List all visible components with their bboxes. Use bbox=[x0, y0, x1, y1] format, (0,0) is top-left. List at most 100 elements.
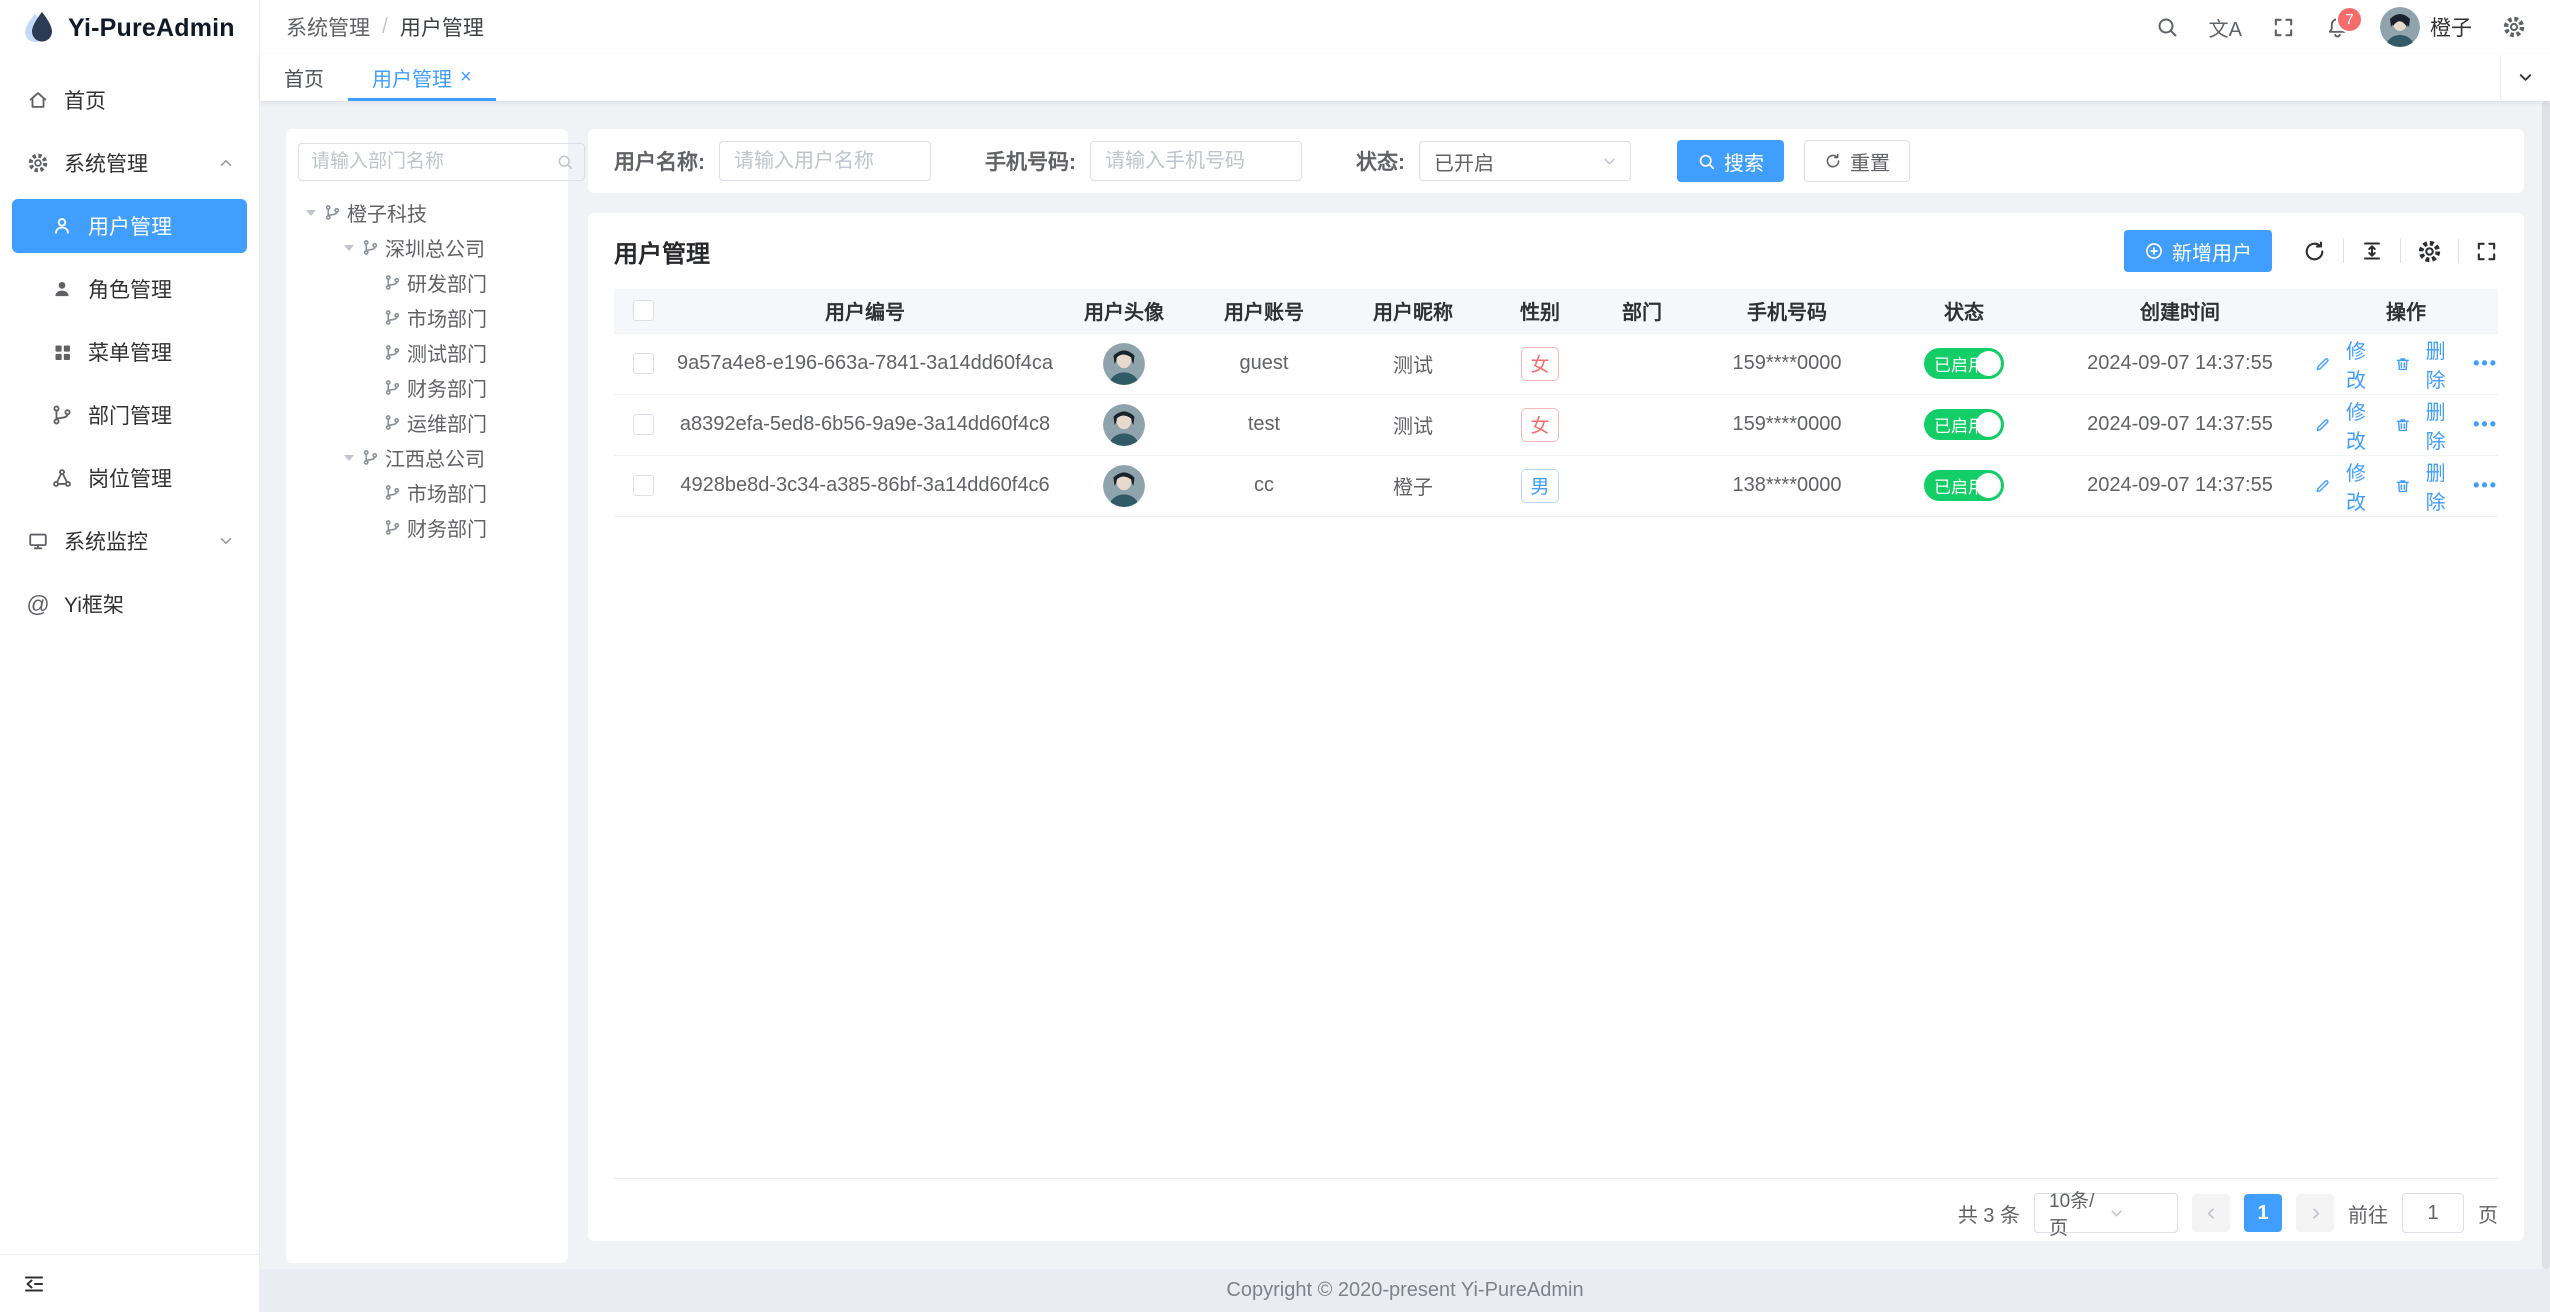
translate-icon[interactable]: 文A bbox=[2208, 18, 2242, 41]
user-table: 用户编号 用户头像 用户账号 用户昵称 性别 部门 手机号码 状态 创建时间 操… bbox=[614, 289, 2498, 517]
user-dept bbox=[1592, 332, 1692, 395]
fullscreen-icon[interactable] bbox=[2272, 16, 2295, 39]
row-checkbox[interactable] bbox=[632, 475, 654, 496]
phone-label: 手机号码: bbox=[985, 151, 1076, 174]
row-checkbox[interactable] bbox=[632, 414, 654, 435]
tree-node[interactable]: 财务部门 bbox=[298, 510, 556, 545]
search-icon[interactable] bbox=[2155, 15, 2179, 39]
caret-down-icon[interactable] bbox=[344, 454, 354, 461]
scrollbar[interactable] bbox=[2542, 101, 2550, 1269]
delete-link[interactable]: 删除 bbox=[2394, 457, 2456, 515]
toolbar-divider bbox=[2400, 239, 2401, 263]
more-actions-icon[interactable]: ••• bbox=[2473, 353, 2498, 373]
created-time: 2024-09-07 14:37:55 bbox=[2046, 332, 2314, 395]
caret-down-icon[interactable] bbox=[344, 244, 354, 251]
column-settings-gear-icon[interactable] bbox=[2417, 239, 2442, 264]
tree-node[interactable]: 测试部门 bbox=[298, 335, 556, 370]
tree-node[interactable]: 财务部门 bbox=[298, 370, 556, 405]
tree-node-label: 财务部门 bbox=[407, 519, 487, 541]
column-header: 操作 bbox=[2314, 289, 2498, 333]
settings-gear-icon[interactable] bbox=[2502, 15, 2526, 39]
refresh-icon[interactable] bbox=[2302, 239, 2327, 264]
edit-link[interactable]: 修改 bbox=[2314, 396, 2376, 454]
select-all-checkbox[interactable] bbox=[632, 300, 654, 322]
status-toggle[interactable]: 已启用 bbox=[1924, 470, 2004, 501]
next-page-button[interactable] bbox=[2296, 1194, 2334, 1232]
department-panel: ⋮ 橙子科技 深圳总公司 研发部门 市场部门 测试部门 财务部门 运维部门 江西… bbox=[286, 129, 619, 1263]
user-avatar bbox=[1103, 403, 1145, 446]
pagination: 共 3 条 10条/页 1 前往 页 bbox=[614, 1179, 2498, 1241]
tree-node[interactable]: 市场部门 bbox=[298, 475, 556, 510]
sidebar-item-monitor[interactable]: 系统监控 bbox=[12, 514, 247, 568]
caret-down-icon[interactable] bbox=[306, 209, 316, 216]
goto-page-input[interactable] bbox=[2402, 1193, 2464, 1233]
edit-link[interactable]: 修改 bbox=[2314, 457, 2376, 515]
sidebar-item-label: 部门管理 bbox=[88, 405, 172, 428]
tabbar-spacer bbox=[496, 54, 2500, 101]
more-actions-icon[interactable]: ••• bbox=[2473, 475, 2498, 495]
tab-home[interactable]: 首页 bbox=[260, 54, 348, 101]
close-tab-icon[interactable]: × bbox=[460, 66, 472, 88]
prev-page-button[interactable] bbox=[2192, 1194, 2230, 1232]
username-input[interactable] bbox=[719, 141, 931, 181]
logo[interactable]: Yi-PureAdmin bbox=[0, 0, 259, 56]
topbar-actions: 文A 7 橙子 bbox=[2155, 5, 2526, 47]
page-size-select[interactable]: 10条/页 bbox=[2034, 1191, 2178, 1239]
search-button-label: 搜索 bbox=[1724, 152, 1764, 175]
status-toggle[interactable]: 已启用 bbox=[1924, 348, 2004, 379]
collapse-sidebar-icon[interactable] bbox=[22, 1272, 46, 1296]
row-density-icon[interactable] bbox=[2360, 239, 2384, 263]
gender-tag: 女 bbox=[1521, 346, 1559, 381]
table-row: 4928be8d-3c34-a385-86bf-3a14dd60f4c6 cc … bbox=[614, 455, 2498, 517]
user-menu[interactable]: 橙子 bbox=[2380, 7, 2472, 47]
sidebar-item-framework[interactable]: @ Yi框架 bbox=[12, 577, 247, 631]
breadcrumb-item[interactable]: 系统管理 bbox=[286, 17, 370, 40]
toolbar-divider bbox=[2458, 239, 2459, 263]
bell-icon[interactable]: 7 bbox=[2325, 5, 2363, 40]
delete-label: 删除 bbox=[2425, 340, 2446, 392]
tree-node[interactable]: 深圳总公司 bbox=[298, 230, 556, 265]
more-actions-icon[interactable]: ••• bbox=[2473, 414, 2498, 434]
status-select[interactable]: 已开启 bbox=[1419, 141, 1631, 181]
department-search-input[interactable] bbox=[311, 151, 556, 173]
sidebar-item-departments[interactable]: 部门管理 bbox=[12, 388, 247, 442]
row-checkbox[interactable] bbox=[632, 353, 654, 374]
tree-node[interactable]: 研发部门 bbox=[298, 265, 556, 300]
delete-link[interactable]: 删除 bbox=[2394, 335, 2456, 393]
branch-icon bbox=[50, 404, 74, 426]
user-nickname: 测试 bbox=[1338, 394, 1488, 456]
sidebar-item-users[interactable]: 用户管理 bbox=[12, 199, 247, 253]
created-time: 2024-09-07 14:37:55 bbox=[2046, 455, 2314, 517]
table-toolbar: 新增用户 bbox=[2124, 230, 2498, 272]
search-button[interactable]: 搜索 bbox=[1677, 140, 1784, 182]
table-fullscreen-icon[interactable] bbox=[2475, 240, 2498, 263]
reset-button[interactable]: 重置 bbox=[1804, 140, 1910, 182]
tree-node[interactable]: 市场部门 bbox=[298, 300, 556, 335]
tabbar-menu-chevron[interactable] bbox=[2500, 54, 2550, 101]
reset-button-label: 重置 bbox=[1850, 152, 1890, 175]
edit-link[interactable]: 修改 bbox=[2314, 335, 2376, 393]
gender-tag: 男 bbox=[1521, 468, 1559, 503]
tree-node[interactable]: 江西总公司 bbox=[298, 440, 556, 475]
sidebar-item-positions[interactable]: 岗位管理 bbox=[12, 451, 247, 505]
breadcrumb: 系统管理 / 用户管理 bbox=[286, 12, 484, 42]
sidebar-item-menus[interactable]: 菜单管理 bbox=[12, 325, 247, 379]
delete-link[interactable]: 删除 bbox=[2394, 396, 2456, 454]
sidebar-item-system[interactable]: 系统管理 bbox=[12, 136, 247, 190]
refresh-icon bbox=[1824, 152, 1842, 170]
tab-user-management[interactable]: 用户管理 × bbox=[348, 54, 496, 101]
table-row: 9a57a4e8-e196-663a-7841-3a14dd60f4ca gue… bbox=[614, 332, 2498, 395]
phone-input[interactable] bbox=[1090, 141, 1302, 181]
tree-node[interactable]: 橙子科技 bbox=[298, 195, 556, 230]
sidebar-item-home[interactable]: 首页 bbox=[12, 73, 247, 127]
status-toggle[interactable]: 已启用 bbox=[1924, 409, 2004, 440]
sidebar-item-roles[interactable]: 角色管理 bbox=[12, 262, 247, 316]
sidebar-item-label: 系统监控 bbox=[64, 531, 148, 554]
filter-actions: 搜索 重置 bbox=[1677, 140, 1910, 182]
topbar: 系统管理 / 用户管理 文A 7 橙子 bbox=[260, 0, 2550, 54]
tree-node[interactable]: 运维部门 bbox=[298, 405, 556, 440]
users-icon bbox=[50, 278, 74, 300]
add-user-button[interactable]: 新增用户 bbox=[2124, 230, 2272, 272]
tab-label: 用户管理 bbox=[372, 69, 452, 91]
page-number-1[interactable]: 1 bbox=[2244, 1194, 2282, 1232]
